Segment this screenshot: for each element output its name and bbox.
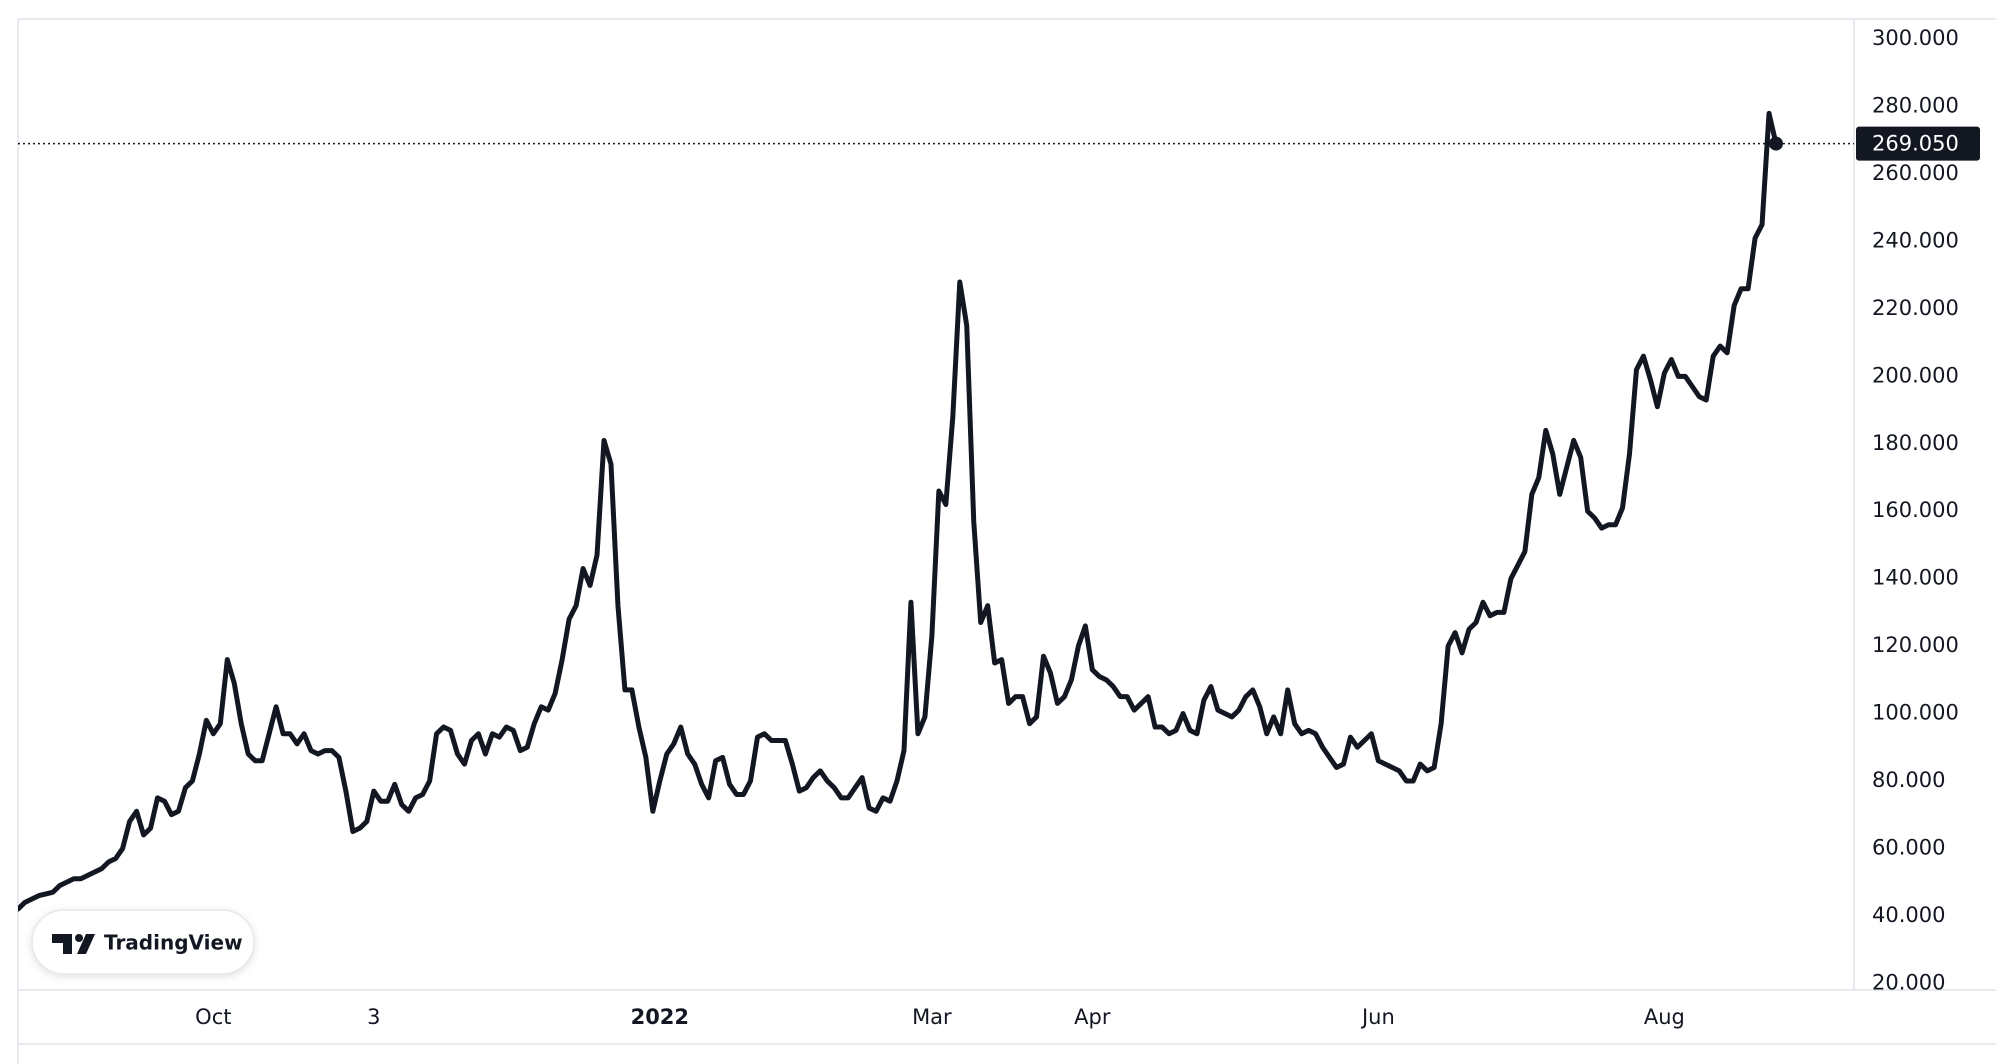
price-line bbox=[18, 110, 1779, 912]
time-axis: Oct 3 2022 Mar Apr Jun Aug bbox=[195, 1005, 1685, 1029]
x-tick-label: Jun bbox=[1360, 1005, 1395, 1029]
x-tick-label: 2022 bbox=[631, 1005, 689, 1029]
y-tick-label: 220.000 bbox=[1872, 296, 1959, 320]
y-tick-label: 40.000 bbox=[1872, 903, 1945, 927]
y-tick-label: 60.000 bbox=[1872, 835, 1945, 859]
y-tick-label: 240.000 bbox=[1872, 229, 1959, 253]
badge-pill bbox=[31, 909, 255, 975]
last-price-label: 269.050 bbox=[1872, 132, 1959, 156]
x-tick-label: Mar bbox=[912, 1005, 952, 1029]
price-axis: 20.000 40.000 60.000 80.000 100.000 120.000 14… bbox=[1872, 26, 1959, 994]
logo-part bbox=[75, 934, 83, 942]
last-point bbox=[1769, 136, 1783, 151]
frame bbox=[17, 18, 1996, 1064]
y-tick-label: 160.000 bbox=[1872, 498, 1959, 522]
watermark-text: TradingView bbox=[104, 931, 243, 955]
y-tick-label: 280.000 bbox=[1872, 94, 1959, 118]
y-tick-label: 80.000 bbox=[1872, 768, 1945, 792]
y-tick-label: 100.000 bbox=[1872, 701, 1959, 725]
y-tick-label: 20.000 bbox=[1872, 970, 1945, 994]
last-price-box bbox=[1856, 126, 1980, 161]
y-tick-label: 300.000 bbox=[1872, 26, 1959, 50]
logo-part bbox=[77, 934, 95, 954]
watermark-badge[interactable]: TradingView bbox=[31, 909, 255, 975]
y-tick-label: 140.000 bbox=[1872, 566, 1959, 590]
y-tick-label: 200.000 bbox=[1872, 363, 1959, 387]
y-tick-label: 180.000 bbox=[1872, 431, 1959, 455]
x-tick-label: Oct bbox=[195, 1005, 231, 1029]
y-tick-label: 260.000 bbox=[1872, 161, 1959, 185]
x-tick-label: 3 bbox=[367, 1005, 380, 1029]
x-tick-label: Aug bbox=[1644, 1005, 1685, 1029]
tradingview-logo bbox=[52, 934, 95, 954]
x-tick-label: Apr bbox=[1074, 1005, 1111, 1029]
y-tick-label: 120.000 bbox=[1872, 633, 1959, 657]
logo-part bbox=[52, 934, 72, 954]
plot-area bbox=[18, 110, 1854, 912]
